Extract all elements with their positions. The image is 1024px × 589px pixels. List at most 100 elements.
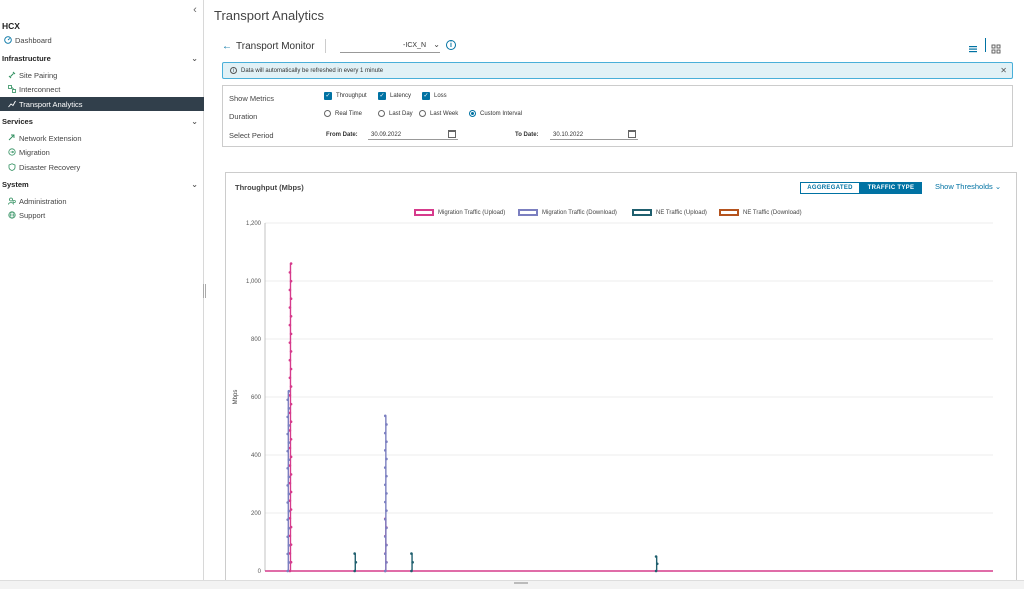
data-point: [383, 449, 387, 452]
data-point: [383, 431, 387, 435]
show-thresholds-dropdown[interactable]: Show Thresholds ⌄: [935, 182, 1001, 191]
data-point: [289, 350, 293, 353]
data-point: [385, 423, 388, 426]
data-point: [288, 341, 292, 344]
section-infrastructure[interactable]: Infrastructure ⌄: [0, 51, 204, 65]
extension-icon: [7, 134, 16, 143]
legend-item-ne-upload[interactable]: NE Traffic (Upload): [632, 209, 707, 216]
data-point: [289, 279, 293, 283]
sidebar-item-label: Migration: [19, 147, 50, 157]
checkbox-throughput[interactable]: ✓ Throughput: [324, 92, 367, 100]
sidebar-item-label: Network Extension: [19, 133, 82, 143]
data-point: [383, 569, 387, 573]
radio-label: Custom Interval: [480, 110, 523, 117]
data-point: [287, 509, 291, 513]
legend-item-migration-download[interactable]: Migration Traffic (Download): [518, 209, 617, 216]
calendar-icon[interactable]: [448, 130, 456, 138]
checkbox-latency[interactable]: ✓ Latency: [378, 92, 411, 100]
sidebar-item-dashboard[interactable]: Dashboard: [0, 33, 204, 47]
data-point: [383, 535, 387, 538]
data-point: [286, 415, 289, 419]
data-point: [385, 526, 388, 530]
checkbox-loss[interactable]: ✓ Loss: [422, 92, 447, 100]
data-point: [385, 492, 388, 495]
data-point: [411, 561, 414, 564]
legend-item-ne-download[interactable]: NE Traffic (Download): [719, 209, 802, 216]
status-bar: [0, 580, 1024, 589]
radio-icon: [419, 110, 426, 117]
from-date-input[interactable]: 30.09.2022: [368, 130, 458, 140]
legend-swatch: [414, 209, 434, 216]
show-thresholds-label: Show Thresholds: [935, 182, 993, 191]
legend-item-migration-upload[interactable]: Migration Traffic (Upload): [414, 209, 505, 216]
to-date-input[interactable]: 30.10.2022: [550, 130, 638, 140]
appliance-select[interactable]: -ICX_N ⌄: [340, 38, 440, 53]
bottom-resize-handle[interactable]: [514, 582, 528, 584]
data-point: [286, 432, 289, 436]
radio-last-week[interactable]: Last Week: [419, 110, 458, 117]
resize-handle[interactable]: [203, 284, 206, 298]
data-point: [286, 552, 289, 556]
checkbox-label: Loss: [434, 93, 447, 99]
metrics-panel: Show Metrics ✓ Throughput ✓ Latency ✓ Lo…: [222, 85, 1013, 147]
data-point: [385, 509, 388, 512]
data-point: [383, 483, 387, 487]
link-icon: [7, 71, 16, 80]
radio-custom-interval[interactable]: Custom Interval: [469, 110, 522, 117]
data-point: [288, 464, 292, 467]
network-icon: [7, 85, 16, 94]
close-icon[interactable]: ✕: [1000, 66, 1007, 75]
calendar-icon[interactable]: [628, 130, 636, 138]
y-axis-label: Mbps: [233, 390, 239, 405]
sidebar-item-administration[interactable]: Administration: [0, 194, 204, 208]
traffic-type-toggle[interactable]: TRAFFIC TYPE: [860, 182, 922, 194]
sidebar-item-label: Administration: [19, 196, 67, 206]
sidebar-item-disaster-recovery[interactable]: Disaster Recovery: [0, 160, 204, 174]
data-point: [288, 499, 292, 503]
sidebar-item-interconnect[interactable]: Interconnect: [0, 82, 204, 96]
throughput-chart: 0 200 400 600 800 1,000 1,200 Mbps: [233, 221, 993, 575]
collapse-sidebar-icon[interactable]: ‹: [193, 4, 197, 16]
data-point: [289, 297, 293, 301]
data-point: [288, 323, 292, 327]
info-icon[interactable]: i: [446, 40, 456, 50]
data-point: [286, 449, 289, 453]
grid-view-icon[interactable]: [991, 41, 1001, 54]
y-tick-label: 800: [251, 337, 262, 343]
sidebar-item-site-pairing[interactable]: Site Pairing: [0, 68, 204, 82]
section-label: Services: [2, 116, 33, 126]
section-label: Infrastructure: [2, 53, 51, 63]
data-point: [385, 457, 388, 461]
data-point: [289, 508, 293, 511]
recovery-icon: [7, 163, 16, 172]
page-title: Transport Analytics: [214, 8, 325, 23]
list-view-icon[interactable]: [968, 41, 978, 53]
back-arrow-icon[interactable]: ←: [222, 40, 232, 52]
data-point: [287, 492, 291, 496]
sidebar-item-migration[interactable]: Migration: [0, 145, 204, 159]
sidebar-item-transport-analytics[interactable]: Transport Analytics: [0, 97, 204, 111]
data-point: [288, 358, 292, 362]
aggregated-toggle[interactable]: AGGREGATED: [800, 182, 860, 194]
radio-real-time[interactable]: Real Time: [324, 110, 362, 117]
radio-label: Last Week: [430, 110, 459, 117]
sidebar-item-support[interactable]: Support: [0, 208, 204, 222]
section-services[interactable]: Services ⌄: [0, 114, 204, 128]
chart-title: Throughput (Mbps): [235, 183, 304, 192]
data-point: [289, 560, 293, 564]
sidebar-item-label: Interconnect: [19, 84, 61, 94]
section-system[interactable]: System ⌄: [0, 177, 204, 191]
sidebar-item-network-extension[interactable]: Network Extension: [0, 131, 204, 145]
data-point: [286, 535, 289, 539]
data-point: [383, 552, 387, 556]
legend-swatch: [518, 209, 538, 216]
globe-icon: [7, 211, 16, 220]
radio-selected-icon: [469, 110, 476, 117]
data-point: [286, 466, 289, 470]
chevron-down-icon: ⌄: [191, 53, 198, 63]
legend-swatch: [719, 209, 739, 216]
data-point: [288, 517, 292, 520]
radio-last-day[interactable]: Last Day: [378, 110, 413, 117]
from-date-label: From Date:: [326, 132, 358, 138]
